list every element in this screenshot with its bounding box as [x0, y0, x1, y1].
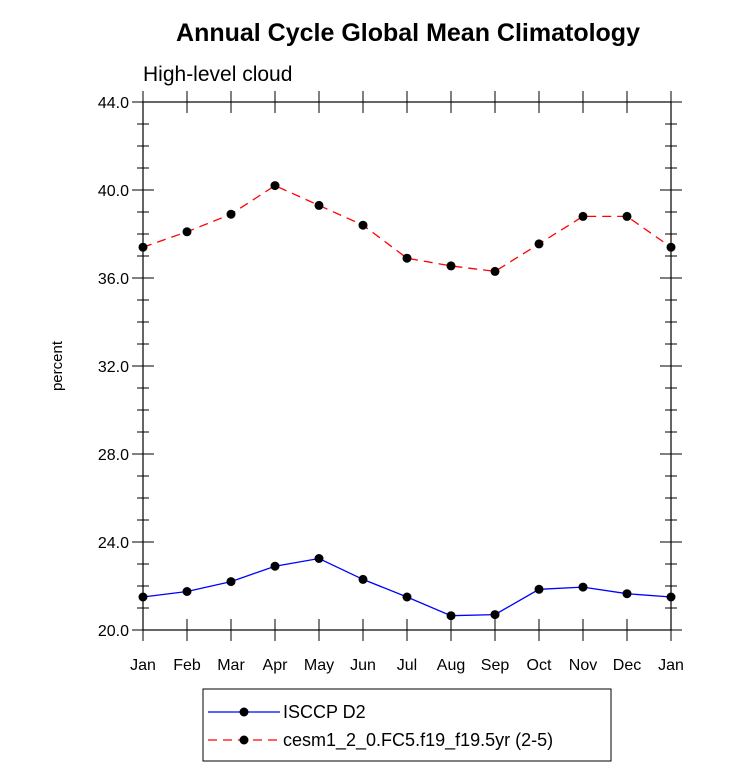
y-tick-label: 44.0: [98, 95, 129, 112]
data-point: [578, 582, 588, 592]
chart-subtitle: High-level cloud: [143, 63, 292, 86]
series-1: [138, 181, 676, 276]
series-line: [142, 557, 672, 617]
data-point: [270, 561, 280, 571]
x-tick-label: May: [304, 657, 334, 674]
data-point: [402, 253, 412, 263]
series-layer: [138, 181, 676, 621]
legend-marker: [239, 735, 249, 745]
data-point: [358, 220, 368, 230]
data-point: [182, 227, 192, 237]
legend-label: ISCCP D2: [283, 702, 366, 722]
data-point: [270, 181, 280, 191]
data-point: [446, 611, 456, 621]
x-tick-label: Jul: [397, 657, 417, 674]
data-point: [534, 239, 544, 249]
x-tick-label: Mar: [217, 657, 245, 674]
data-point: [226, 209, 236, 219]
y-tick-label: 20.0: [98, 623, 129, 640]
axis-ticks: 20.0 24.0 28.0 32.0 36.0 40.0 44.0 Jan Feb Mar Apr…: [98, 91, 684, 674]
x-tick-label: Sep: [481, 657, 510, 674]
data-point: [534, 584, 544, 594]
legend-label: cesm1_2_0.FC5.f19_f19.5yr (2-5): [283, 730, 553, 751]
y-tick-label: 36.0: [98, 271, 129, 288]
legend-marker: [239, 707, 249, 717]
data-point: [314, 554, 324, 563]
x-tick-label: Oct: [527, 657, 552, 674]
plot-frame: [142, 101, 672, 631]
x-tick-label: Apr: [263, 657, 289, 674]
y-tick-label: 40.0: [98, 183, 129, 200]
data-point: [578, 211, 588, 221]
data-point: [182, 587, 192, 596]
y-tick-label: 28.0: [98, 447, 129, 464]
data-point: [446, 261, 456, 271]
data-point: [490, 610, 500, 620]
data-point: [490, 266, 500, 276]
data-point: [666, 592, 676, 602]
x-tick-label: Jan: [130, 657, 156, 674]
data-point: [314, 200, 324, 210]
y-tick-label: 24.0: [98, 535, 129, 552]
legend: ISCCP D2 cesm1_2_0.FC5.f19_f19.5yr (2-5): [208, 702, 553, 751]
data-point: [358, 574, 368, 584]
data-point: [402, 592, 412, 602]
y-tick-label: 32.0: [98, 359, 129, 376]
data-point: [138, 242, 148, 252]
x-tick-label: Dec: [613, 657, 641, 674]
data-point: [666, 242, 676, 252]
data-point: [138, 592, 148, 602]
data-point: [622, 211, 632, 221]
y-axis-label: percent: [49, 340, 66, 391]
x-tick-label: Jan: [658, 657, 684, 674]
x-tick-label: Feb: [173, 657, 201, 674]
data-point: [226, 577, 236, 587]
chart-title: Annual Cycle Global Mean Climatology: [176, 19, 640, 47]
series-0: [138, 554, 676, 621]
x-tick-label: Jun: [350, 657, 376, 674]
x-tick-label: Nov: [569, 657, 597, 674]
legend-box: [202, 688, 612, 762]
x-tick-label: Aug: [437, 657, 465, 674]
data-point: [622, 589, 632, 599]
